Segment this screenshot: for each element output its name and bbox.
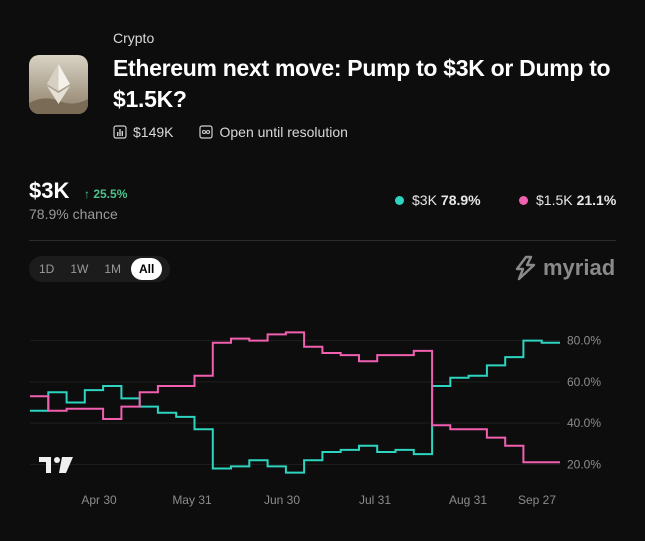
legend-value: 21.1% xyxy=(576,192,617,208)
y-tick-label: 60.0% xyxy=(567,375,601,389)
x-tick-label: Jul 31 xyxy=(359,493,391,507)
brand-logo: myriad xyxy=(514,255,615,281)
volume-value: $149K xyxy=(133,124,174,140)
legend-dot xyxy=(519,195,528,205)
market-title: Ethereum next move: Pump to $3K or Dump … xyxy=(113,55,611,112)
infinity-icon xyxy=(199,125,214,139)
price-history-chart[interactable]: 20.0% 40.0% 60.0% 80.0% Apr 30 May 31 Jun 30 J… xyxy=(0,300,645,515)
chart-grid xyxy=(30,340,560,465)
legend-item-3k: $3K 78.9% xyxy=(395,192,481,208)
status-text: Open until resolution xyxy=(219,124,348,140)
bar-chart-icon xyxy=(113,125,127,139)
brand-name: myriad xyxy=(543,255,616,280)
range-selector: 1D 1W 1M All xyxy=(29,256,170,282)
divider xyxy=(29,240,616,241)
range-1m-button[interactable]: 1M xyxy=(104,262,122,276)
legend-label: $1.5K xyxy=(536,192,573,208)
x-tick-label: Aug 31 xyxy=(449,493,487,507)
market-thumbnail xyxy=(29,55,88,114)
x-tick-label: Jun 30 xyxy=(264,493,300,507)
lead-chance: 78.9% chance xyxy=(29,206,118,222)
series-line-3k xyxy=(30,339,560,474)
x-tick-label: Apr 30 xyxy=(81,493,117,507)
market-category: Crypto xyxy=(113,30,155,46)
legend-label: $3K xyxy=(412,192,437,208)
range-all-button[interactable]: All xyxy=(131,258,163,280)
market-meta: $149K Open until resolution xyxy=(113,124,348,140)
tradingview-logo-icon xyxy=(39,457,73,473)
range-1w-button[interactable]: 1W xyxy=(70,262,89,276)
legend-value: 78.9% xyxy=(440,192,481,208)
range-1d-button[interactable]: 1D xyxy=(39,262,55,276)
legend-item-1-5k: $1.5K 21.1% xyxy=(519,192,616,208)
x-tick-label: Sep 27 xyxy=(518,493,556,507)
x-tick-label: May 31 xyxy=(172,493,212,507)
y-tick-label: 80.0% xyxy=(567,334,601,348)
y-axis: 20.0% 40.0% 60.0% 80.0% xyxy=(567,334,601,472)
price-change: ↑ 25.5% xyxy=(84,187,128,201)
y-tick-label: 20.0% xyxy=(567,457,601,471)
chart-lines xyxy=(29,331,561,474)
myriad-logo-icon xyxy=(515,255,536,281)
x-axis: Apr 30 May 31 Jun 30 Jul 31 Aug 31 Sep 27 xyxy=(81,493,556,507)
y-tick-label: 40.0% xyxy=(567,416,601,430)
series-line-1-5k xyxy=(30,331,560,464)
legend-dot xyxy=(395,195,404,205)
lead-price: $3K xyxy=(29,178,70,203)
